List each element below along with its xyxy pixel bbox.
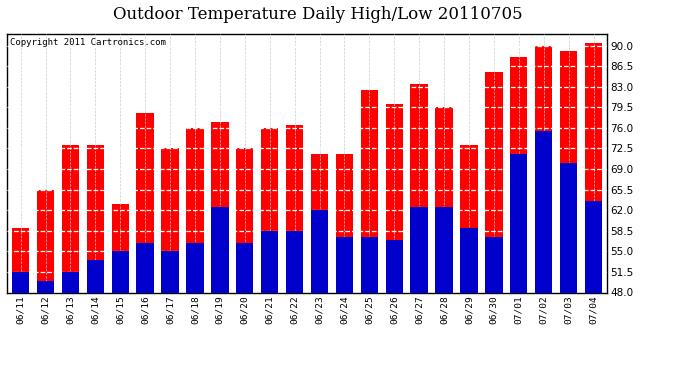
Text: Outdoor Temperature Daily High/Low 20110705: Outdoor Temperature Daily High/Low 20110… [112,6,522,22]
Bar [37,281,55,292]
Bar [61,272,79,292]
Bar [137,113,154,292]
Text: Copyright 2011 Cartronics.com: Copyright 2011 Cartronics.com [10,38,166,46]
Bar [161,148,179,292]
Bar [361,90,378,292]
Bar [112,204,129,292]
Bar [435,207,453,292]
Bar [585,43,602,292]
Bar [336,154,353,292]
Bar [261,128,278,292]
Bar [112,251,129,292]
Bar [411,207,428,292]
Bar [286,231,304,292]
Bar [535,131,553,292]
Bar [535,45,553,292]
Bar [510,57,527,292]
Bar [460,146,477,292]
Bar [186,128,204,292]
Bar [161,251,179,292]
Bar [310,154,328,292]
Bar [460,228,477,292]
Bar [12,272,29,292]
Bar [236,243,253,292]
Bar [261,231,278,292]
Bar [485,72,502,292]
Bar [485,237,502,292]
Bar [61,146,79,292]
Bar [585,201,602,292]
Bar [510,154,527,292]
Bar [411,84,428,292]
Bar [186,243,204,292]
Bar [211,122,228,292]
Bar [87,260,104,292]
Bar [336,237,353,292]
Bar [560,163,578,292]
Bar [386,240,403,292]
Bar [286,125,304,292]
Bar [310,210,328,292]
Bar [37,190,55,292]
Bar [560,51,578,292]
Bar [137,243,154,292]
Bar [87,146,104,292]
Bar [211,207,228,292]
Bar [386,104,403,292]
Bar [236,148,253,292]
Bar [12,228,29,292]
Bar [361,237,378,292]
Bar [435,107,453,292]
